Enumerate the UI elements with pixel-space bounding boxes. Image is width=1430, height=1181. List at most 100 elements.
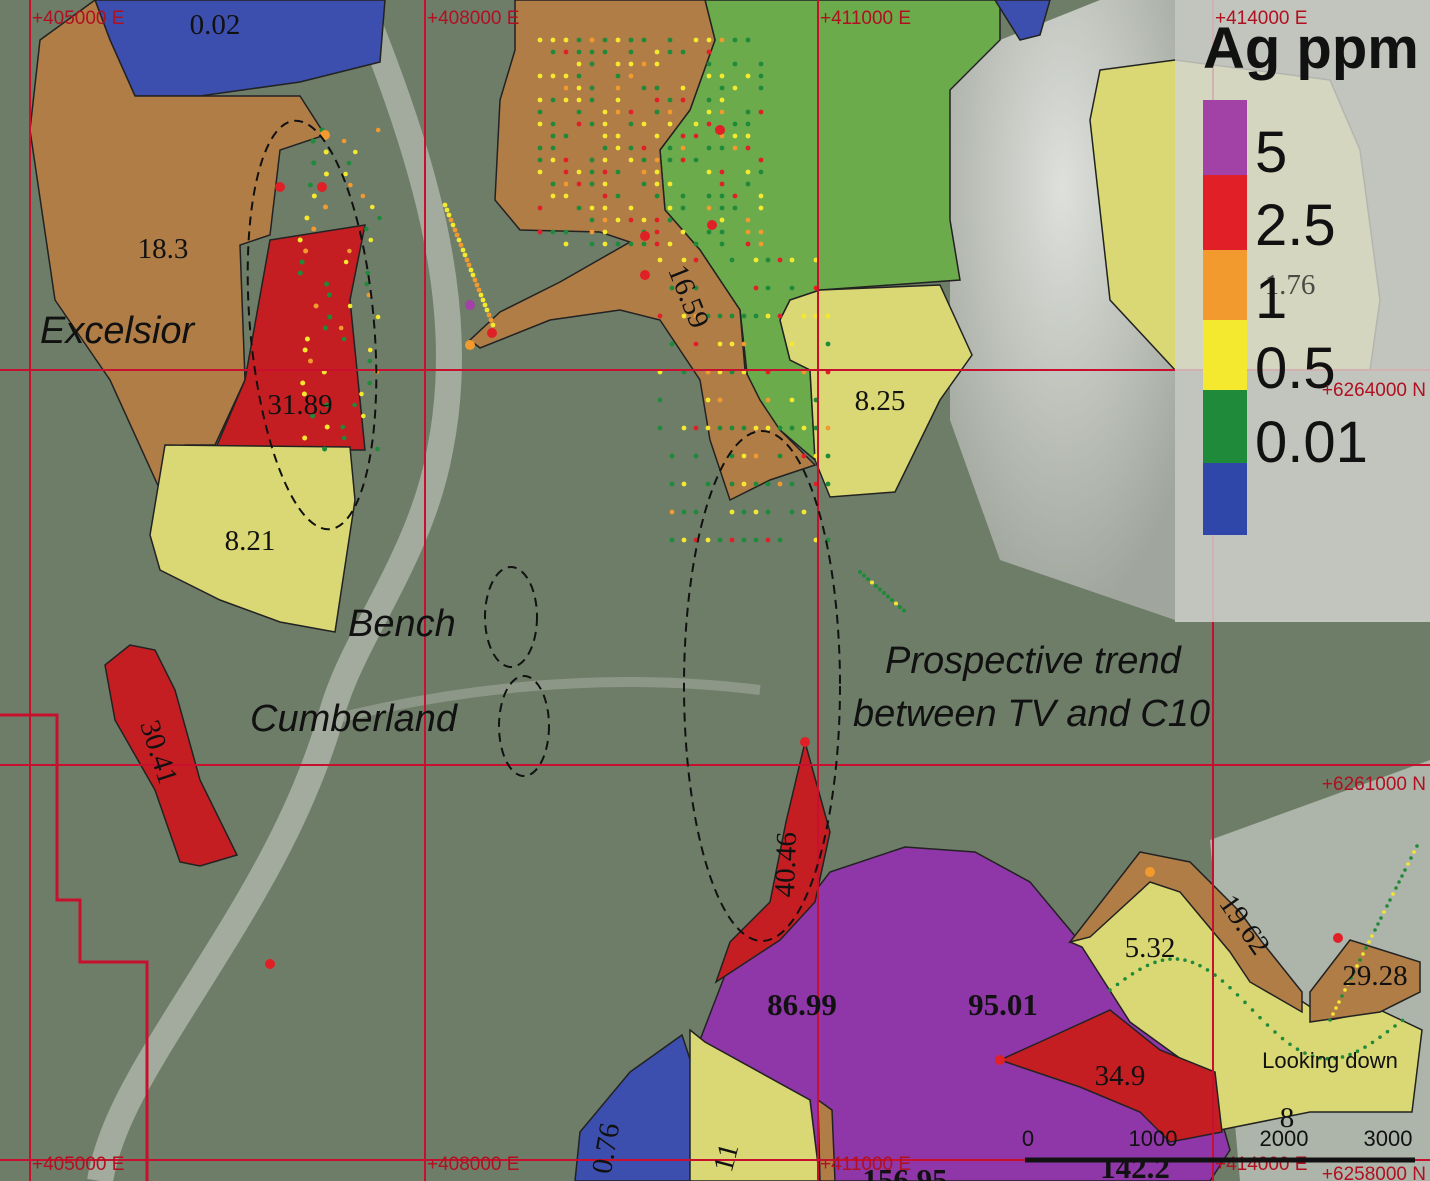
zone-polygon bbox=[714, 741, 831, 984]
sample-point bbox=[465, 340, 475, 350]
stream bbox=[328, 676, 761, 725]
sample-point bbox=[466, 262, 472, 268]
legend-swatch bbox=[1203, 320, 1247, 390]
sample-point bbox=[602, 193, 608, 199]
sample-point bbox=[576, 109, 582, 115]
zone-polygon bbox=[994, 0, 1051, 41]
sample-point bbox=[753, 509, 759, 515]
sample-point bbox=[729, 425, 735, 431]
legend-swatch bbox=[1203, 175, 1247, 250]
sample-point bbox=[654, 49, 660, 55]
sample-point bbox=[717, 537, 723, 543]
sample-point bbox=[1213, 973, 1217, 977]
sample-point bbox=[719, 241, 725, 247]
sample-point bbox=[324, 281, 330, 287]
sample-point bbox=[706, 169, 712, 175]
sample-point bbox=[1400, 874, 1404, 878]
sample-point bbox=[1358, 958, 1362, 962]
sample-point bbox=[640, 231, 650, 241]
sample-point bbox=[359, 391, 364, 397]
sample-point bbox=[602, 229, 608, 235]
sample-point bbox=[1108, 988, 1112, 992]
sample-point bbox=[758, 157, 764, 163]
sample-point bbox=[669, 509, 675, 515]
sample-point bbox=[615, 241, 621, 247]
sample-point bbox=[589, 217, 595, 223]
sample-point bbox=[602, 169, 608, 175]
sample-point bbox=[615, 133, 621, 139]
sample-point bbox=[789, 341, 795, 347]
sample-point bbox=[1123, 977, 1127, 981]
sample-point bbox=[476, 287, 482, 293]
sample-point bbox=[693, 257, 699, 263]
sample-point bbox=[745, 145, 751, 151]
sample-point bbox=[265, 959, 275, 969]
annotation: Looking down bbox=[1262, 1048, 1398, 1073]
sample-point bbox=[537, 121, 543, 127]
zone-polygon bbox=[213, 224, 366, 451]
sample-point bbox=[446, 212, 452, 218]
legend-swatch bbox=[1203, 250, 1247, 320]
sample-point bbox=[563, 97, 569, 103]
sample-point bbox=[719, 97, 725, 103]
sample-point bbox=[765, 313, 771, 319]
sample-point bbox=[375, 314, 381, 320]
zone-value: 29.28 bbox=[1342, 960, 1407, 992]
sample-point bbox=[669, 341, 675, 347]
sample-point bbox=[693, 37, 699, 43]
sample-point bbox=[753, 481, 759, 487]
sample-point bbox=[341, 435, 347, 441]
sample-point bbox=[1280, 1036, 1285, 1041]
claim-boundary bbox=[0, 713, 149, 1181]
sample-point bbox=[729, 481, 735, 487]
sample-point bbox=[801, 453, 807, 459]
sample-point bbox=[765, 425, 771, 431]
sample-point bbox=[801, 425, 807, 431]
sample-point bbox=[1355, 1049, 1360, 1054]
sample-point bbox=[758, 73, 764, 79]
sample-point bbox=[563, 157, 569, 163]
zone-polygon bbox=[997, 1009, 1223, 1143]
sample-point bbox=[602, 157, 608, 163]
sample-point bbox=[825, 313, 831, 319]
legend-swatch bbox=[1203, 463, 1247, 535]
sample-point bbox=[615, 85, 621, 91]
sample-point bbox=[693, 453, 699, 459]
sample-point bbox=[1153, 960, 1157, 965]
sample-point bbox=[563, 193, 569, 199]
sample-point bbox=[758, 61, 764, 67]
sample-point bbox=[341, 138, 347, 144]
sample-point bbox=[462, 252, 468, 258]
sample-point bbox=[300, 380, 306, 386]
sample-point bbox=[301, 391, 307, 397]
zone-value: 0.02 bbox=[190, 9, 241, 41]
sample-point bbox=[898, 605, 902, 609]
sample-point bbox=[657, 397, 663, 403]
sample-point bbox=[667, 145, 673, 151]
sample-points bbox=[265, 37, 1419, 1065]
sample-point bbox=[654, 157, 660, 163]
sample-point bbox=[563, 181, 569, 187]
sample-point bbox=[1265, 1023, 1270, 1027]
sample-point bbox=[322, 446, 328, 452]
sample-point bbox=[1334, 1006, 1338, 1010]
sample-point bbox=[326, 292, 332, 298]
sample-point bbox=[1175, 957, 1180, 961]
sample-point bbox=[680, 193, 686, 199]
sample-point bbox=[615, 193, 621, 199]
sample-point bbox=[310, 138, 316, 144]
sample-point bbox=[866, 577, 870, 581]
zone-value: 95.01 bbox=[968, 987, 1038, 1022]
sample-point bbox=[706, 229, 712, 235]
sample-point bbox=[758, 205, 764, 211]
sample-point bbox=[681, 425, 687, 431]
sample-point bbox=[874, 584, 878, 588]
sample-point bbox=[589, 85, 595, 91]
sample-point bbox=[576, 49, 582, 55]
sample-point bbox=[680, 97, 686, 103]
sample-point bbox=[654, 61, 660, 67]
sample-point bbox=[310, 413, 316, 419]
sample-point bbox=[657, 313, 663, 319]
sample-point bbox=[706, 205, 712, 211]
place-label: Cumberland bbox=[250, 698, 459, 740]
